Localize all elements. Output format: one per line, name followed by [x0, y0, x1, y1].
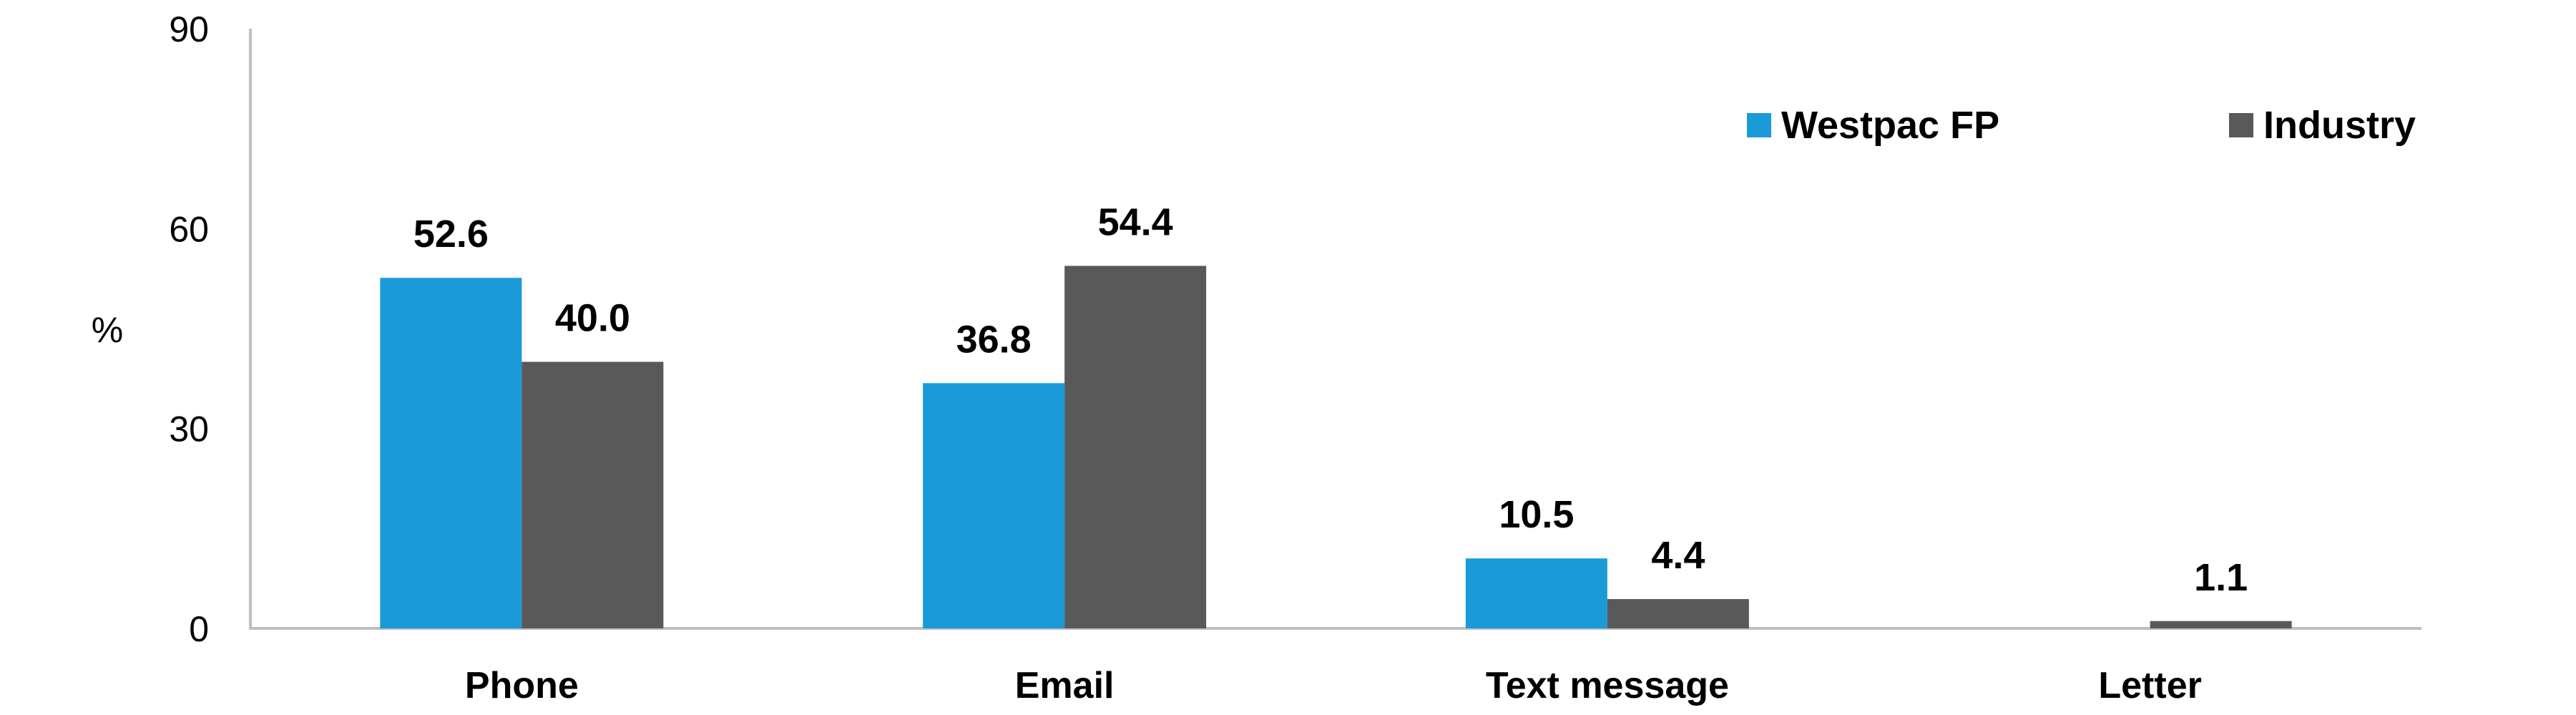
- legend-swatch: [1747, 113, 1771, 137]
- data-label: 10.5: [1499, 493, 1574, 536]
- bar-westpac-fp-email: [923, 383, 1065, 628]
- data-label: 1.1: [2194, 556, 2248, 599]
- legend-label: Westpac FP: [1781, 104, 1999, 147]
- category-label: Phone: [465, 665, 579, 706]
- data-labels: 52.6 40.0 36.8 54.4 10.5 4.4 1.1: [413, 200, 2248, 598]
- legend: Westpac FP Industry: [1747, 104, 2416, 147]
- bar-westpac-fp-phone: [380, 278, 522, 628]
- bar-industry-letter: [2150, 621, 2292, 628]
- y-tick-labels: 0 30 60 90: [169, 9, 209, 649]
- category-label: Email: [1015, 665, 1115, 706]
- bar-industry-email: [1064, 266, 1207, 628]
- bar-industry-text-message: [1607, 599, 1749, 628]
- legend-item-westpac-fp: Westpac FP: [1747, 104, 1999, 147]
- data-label: 4.4: [1651, 534, 1705, 577]
- y-tick-label: 90: [169, 9, 209, 49]
- category-labels: Phone Email Text message Letter: [465, 665, 2202, 706]
- data-label: 40.0: [555, 297, 630, 340]
- y-tick-label: 60: [169, 209, 209, 249]
- y-tick-label: 0: [189, 609, 209, 649]
- bar-industry-phone: [521, 361, 664, 628]
- data-label: 52.6: [413, 213, 489, 256]
- legend-item-industry: Industry: [2229, 104, 2416, 147]
- y-tick-label: 30: [169, 409, 209, 449]
- legend-swatch: [2229, 113, 2253, 137]
- legend-label: Industry: [2263, 104, 2416, 147]
- bar-westpac-fp-text-message: [1465, 558, 1607, 628]
- category-label: Text message: [1486, 665, 1729, 706]
- y-axis-title: %: [92, 310, 123, 350]
- bars: [380, 266, 2292, 628]
- data-label: 54.4: [1098, 200, 1173, 243]
- data-label: 36.8: [956, 318, 1032, 361]
- category-label: Letter: [2098, 665, 2201, 706]
